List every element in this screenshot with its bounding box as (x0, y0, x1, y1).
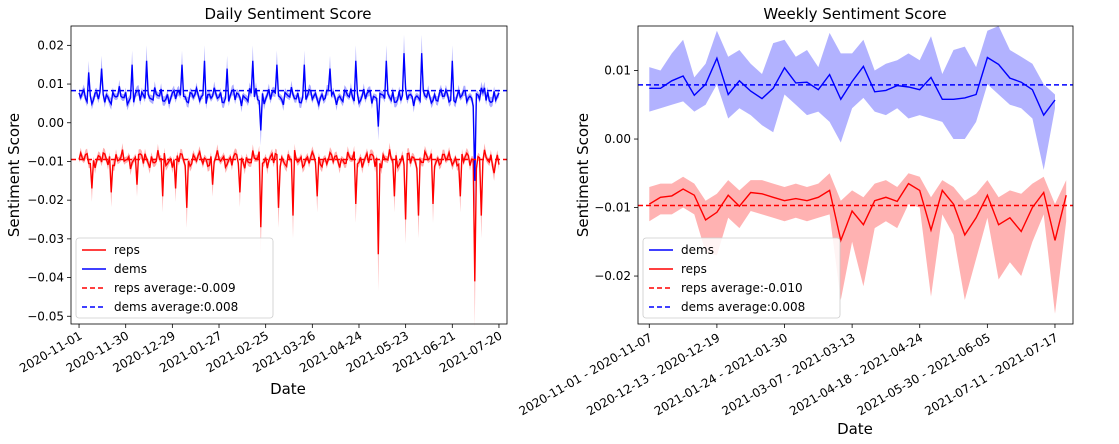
daily-line-reps (78, 149, 500, 282)
y-tick-label: 0.02 (37, 38, 64, 52)
plot-frame (70, 25, 508, 325)
legend-entry-3: reps average:-0.009 (114, 281, 236, 295)
y-tick-label: 0.01 (604, 64, 631, 78)
y-tick-label: 0.01 (37, 77, 64, 91)
legend-box (75, 237, 274, 319)
legend-entry-3: reps average:-0.010 (681, 281, 803, 295)
daily-band-dems (79, 34, 499, 214)
weekly-band-reps (649, 173, 1067, 314)
legend-box (642, 237, 841, 319)
legend-entry-1: dems (681, 243, 714, 257)
legend-entry-4: dems average:0.008 (114, 300, 238, 314)
weekly-legend: dems reps reps average:-0.010 dems average:… (642, 237, 841, 319)
plot-frame (637, 25, 1074, 325)
daily-line-dems (78, 53, 500, 181)
y-tick-label: −0.04 (27, 271, 64, 285)
daily-x-axis-label: Date (270, 380, 306, 398)
legend-entry-4: dems average:0.008 (681, 300, 805, 314)
y-tick-label: −0.01 (594, 201, 631, 215)
y-tick-label: −0.05 (27, 309, 64, 323)
weekly-chart-title: Weekly Sentiment Score (763, 5, 946, 23)
legend-entry-1: reps (114, 243, 140, 257)
x-tick-label: 2021-07-11 - 2021-07-17 (922, 330, 1060, 418)
y-tick-label: −0.01 (27, 154, 64, 168)
y-tick-label: −0.02 (27, 193, 64, 207)
legend-entry-2: reps (681, 262, 707, 276)
daily-chart: Daily Sentiment Score Date Sentiment Sco… (5, 5, 508, 398)
weekly-line-reps (648, 182, 1067, 243)
weekly-line-dems (649, 56, 1056, 117)
daily-plot-area (71, 34, 507, 328)
daily-y-axis-label: Sentiment Score (5, 113, 23, 237)
y-tick-label: 0.00 (37, 116, 64, 130)
daily-legend: reps dems reps average:-0.009 dems average:… (75, 237, 274, 319)
weekly-plot-area (638, 26, 1073, 314)
y-tick-label: −0.02 (594, 269, 631, 283)
y-tick-label: 0.00 (604, 132, 631, 146)
daily-chart-title: Daily Sentiment Score (204, 5, 371, 23)
weekly-band-dems (649, 26, 1055, 170)
legend-entry-2: dems (114, 262, 147, 276)
y-tick-label: −0.03 (27, 232, 64, 246)
weekly-y-axis-label: Sentiment Score (574, 113, 592, 237)
weekly-x-axis-label: Date (837, 420, 873, 438)
weekly-chart: Weekly Sentiment Score Date Sentiment Sc… (517, 5, 1074, 438)
